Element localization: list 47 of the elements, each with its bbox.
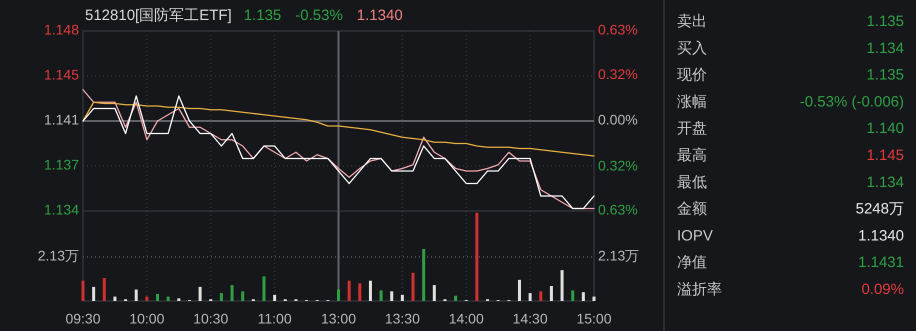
xtick: 10:30	[193, 310, 228, 327]
card-label: 净值	[677, 254, 707, 272]
card-value: 5248万	[856, 200, 904, 218]
card-label: 最低	[677, 174, 707, 191]
ytick: 1.141	[44, 112, 79, 128]
card-value: 1.1431	[858, 254, 904, 272]
card-value: -0.53% (-0.006)	[800, 93, 904, 110]
ref-label: 2.13万	[38, 248, 79, 264]
xtick: 10:00	[129, 310, 164, 327]
card-label: 最高	[677, 146, 707, 164]
xtick: 13:00	[320, 310, 356, 327]
title: 512810[国防军工ETF]	[85, 6, 232, 24]
xtick: 14:00	[448, 310, 484, 327]
card-value: 1.135	[866, 12, 904, 30]
xtick: 11:00	[258, 310, 292, 327]
card-value: 0.09%	[861, 280, 904, 298]
card-label: 现价	[677, 66, 707, 84]
annotation: -0.53%	[295, 6, 343, 24]
xtick: 09:30	[65, 310, 101, 327]
card-value: 1.135	[866, 66, 904, 84]
y2tick: 0.32%	[598, 66, 638, 82]
y2tick: 0.32%	[598, 157, 638, 174]
card-value: 1.134	[866, 40, 904, 57]
card-label: 金额	[677, 200, 707, 218]
y2tick: 0.63%	[598, 202, 638, 218]
xtick: 15:00	[576, 310, 612, 327]
card-label: 买入	[677, 40, 707, 57]
card-value: 1.145	[866, 146, 904, 164]
card-label: 溢折率	[677, 280, 722, 298]
ref-label: 2.13万	[598, 248, 640, 264]
card-label: 卖出	[677, 12, 707, 30]
annotation: 1.135	[244, 6, 282, 24]
ytick: 1.134	[44, 202, 79, 218]
card-value: 1.140	[866, 120, 904, 138]
annotation: 1.1340	[356, 6, 403, 24]
xtick: 14:30	[512, 310, 548, 327]
ytick: 1.148	[44, 22, 79, 38]
card-value: 1.134	[866, 174, 904, 191]
card-label: 开盘	[677, 120, 707, 138]
ytick: 1.145	[44, 66, 79, 83]
y2tick: 0.00%	[598, 112, 638, 128]
card-label: IOPV	[677, 227, 713, 244]
card-label: 涨幅	[677, 93, 707, 110]
xtick: 13:30	[384, 310, 420, 327]
y2tick: 0.63%	[598, 22, 638, 38]
ytick: 1.137	[44, 156, 79, 173]
card-value: 1.1340	[858, 227, 904, 244]
